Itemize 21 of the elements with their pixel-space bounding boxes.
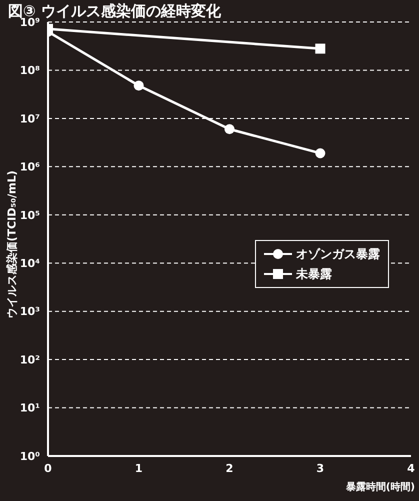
point [224, 124, 234, 134]
x-tick-label: 3 [316, 462, 324, 475]
y-tick-label: 10⁸ [20, 64, 40, 78]
legend-label: オゾンガス暴露 [296, 246, 380, 263]
y-axis-title: ウイルス感染価(TCID₅₀/mL) [4, 170, 20, 318]
legend-label: 未暴露 [296, 266, 332, 283]
x-tick-label: 2 [226, 462, 234, 475]
y-tick-label: 10² [20, 353, 40, 366]
point [315, 148, 326, 158]
x-tick-label: 1 [134, 462, 143, 475]
x-axis-title: 暴露時間(時間) [346, 480, 415, 494]
point [134, 80, 144, 91]
y-tick-label: 10³ [20, 305, 40, 318]
x-tick-label: 0 [44, 462, 52, 475]
y-tick-label: 10⁰ [20, 450, 40, 463]
y-tick-label: 10⁵ [20, 208, 40, 222]
y-tick-label: 10⁷ [20, 112, 40, 126]
y-tick-label: 10¹ [20, 402, 40, 415]
x-tick-label: 4 [407, 462, 416, 475]
y-tick-label: 10⁶ [20, 160, 40, 174]
y-tick-label: 10⁴ [20, 257, 40, 270]
